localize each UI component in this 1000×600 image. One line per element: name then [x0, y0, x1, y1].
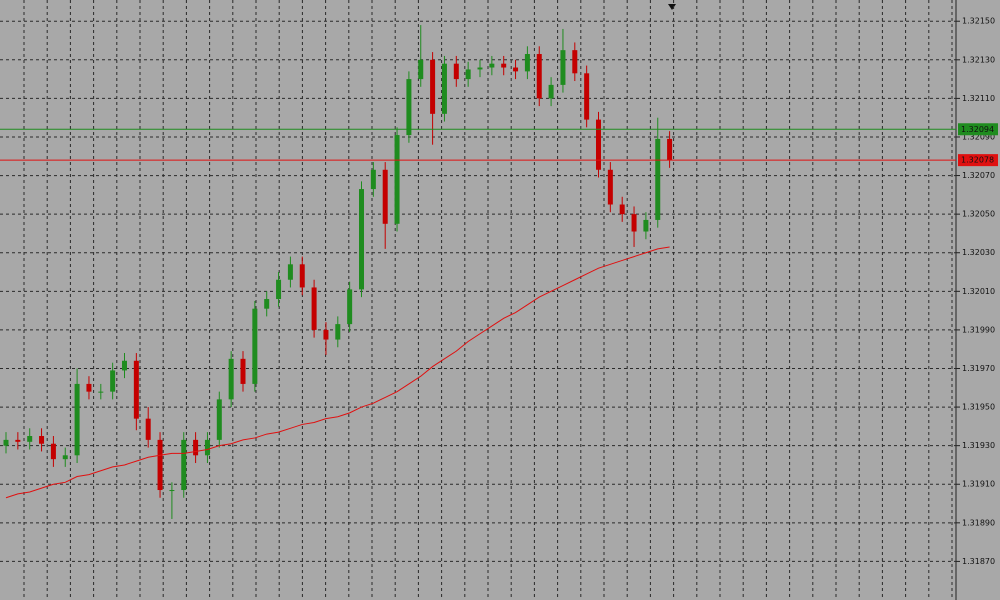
y-tick-label: 1.31950	[962, 403, 995, 412]
candle-body	[347, 289, 353, 325]
moving-average	[5, 246, 670, 499]
candle-body	[122, 360, 127, 371]
y-tick-label: 1.32010	[962, 287, 995, 296]
candle-body	[145, 418, 151, 440]
candle-body	[228, 358, 234, 400]
period-marker	[668, 4, 676, 10]
candle-body	[430, 59, 436, 114]
candle-body	[382, 169, 388, 224]
candle-body	[15, 439, 21, 442]
price-level-label: 1.32078	[961, 156, 994, 165]
candle-body	[394, 135, 400, 224]
y-tick-label: 1.32130	[962, 55, 995, 64]
candle-body	[513, 67, 519, 72]
candle-body	[98, 391, 104, 393]
price-level-tag	[958, 154, 998, 167]
candle-body	[311, 287, 317, 330]
candle-body	[501, 63, 507, 68]
candle-body	[181, 439, 187, 491]
candle-body	[110, 370, 116, 392]
candle-body	[39, 436, 45, 444]
candle-body	[643, 219, 649, 232]
y-tick-label: 1.32050	[962, 210, 995, 219]
candle-body	[489, 63, 495, 68]
candle-body	[418, 59, 424, 80]
candle-body	[560, 50, 566, 85]
candle-body	[157, 439, 163, 491]
candle-body	[27, 436, 33, 442]
candle-body	[572, 50, 578, 74]
candle-body	[465, 69, 471, 80]
y-tick-label: 1.32030	[962, 248, 995, 257]
candle-body	[359, 189, 364, 290]
candle-body	[667, 138, 673, 161]
candle-body	[536, 54, 542, 99]
candle-body	[287, 264, 293, 280]
candle-body	[441, 63, 447, 114]
candle-body	[133, 360, 139, 419]
candle-body	[477, 67, 483, 70]
y-tick-label: 1.32110	[962, 94, 995, 103]
y-tick-label: 1.31870	[962, 557, 995, 566]
candle-body	[193, 439, 199, 456]
candle-body	[524, 54, 530, 72]
price-level-tag	[958, 123, 998, 136]
candle-body	[50, 443, 56, 460]
candle-body	[323, 329, 329, 340]
candle-body	[548, 84, 554, 99]
candle-body	[406, 79, 412, 136]
candle-body	[74, 383, 80, 456]
y-tick-label: 1.31930	[962, 441, 995, 450]
candle-body	[276, 279, 282, 300]
candle-body	[584, 73, 590, 120]
candle-body	[62, 455, 68, 460]
y-tick-label: 1.32070	[962, 171, 995, 180]
candle-body	[240, 358, 246, 384]
candle-body	[453, 63, 459, 80]
candle-body	[252, 308, 258, 384]
candle-body	[299, 264, 305, 288]
y-tick-label: 1.31890	[962, 518, 995, 527]
y-tick-label: 1.31990	[962, 325, 995, 334]
y-tick-label: 1.31970	[962, 364, 995, 373]
candle-body	[264, 299, 270, 309]
candle-body	[169, 490, 175, 492]
y-tick-label: 1.32150	[962, 17, 995, 26]
y-tick-label: 1.31910	[962, 480, 995, 489]
candle-body	[607, 169, 613, 205]
price-level-label: 1.32094	[961, 125, 994, 134]
candle-body	[619, 204, 625, 215]
candle-body	[204, 439, 210, 456]
candle-body	[3, 439, 9, 446]
candle-body	[335, 324, 341, 340]
candle-body	[370, 169, 376, 190]
candle-body	[596, 119, 601, 170]
y-tick-label: 1.32090	[962, 132, 995, 141]
candle-body	[655, 138, 661, 220]
candle-body	[631, 214, 637, 232]
candle-body	[216, 399, 222, 440]
candle-body	[86, 383, 92, 392]
